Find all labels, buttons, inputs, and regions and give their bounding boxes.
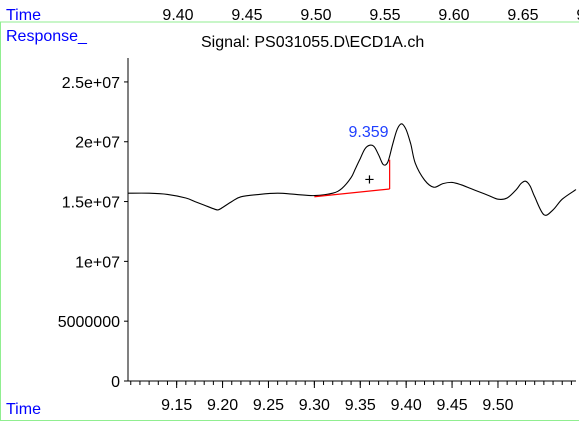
x-tick-label: 9.30 — [299, 397, 330, 414]
x-tick-label: 9.15 — [161, 397, 192, 414]
top-axis-tick-label: 9.50 — [300, 7, 331, 24]
integration-baseline — [314, 188, 390, 198]
top-axis-tick-label: 9.60 — [438, 7, 469, 24]
x-tick-label: 9.45 — [436, 397, 467, 414]
y-axis-ticks: 0 5000000 1e+07 1.5e+07 2e+07 2.5e+07 — [58, 75, 128, 391]
signal-trace — [127, 123, 577, 216]
y-tick-label: 1e+07 — [75, 254, 120, 271]
top-axis-tick-label: 9.40 — [162, 7, 193, 24]
x-axis-ticks: 9.15 9.20 9.25 9.30 9.35 9.40 9.45 9.50 — [130, 381, 572, 414]
peak-retention-label: 9.359 — [349, 124, 389, 141]
y-tick-label: 1.5e+07 — [62, 195, 120, 212]
y-tick-label: 2e+07 — [75, 135, 120, 152]
y-tick-label: 0 — [111, 374, 120, 391]
top-axis-tick-label: 9.55 — [369, 7, 400, 24]
x-tick-label: 9.25 — [253, 397, 284, 414]
plot-marks: +9.359 — [127, 123, 577, 216]
x-tick-label: 9.50 — [482, 397, 513, 414]
response-label: Response_ — [6, 28, 88, 45]
x-tick-label: 9.35 — [345, 397, 376, 414]
bottom-axis-label: Time — [6, 401, 41, 418]
x-tick-label: 9.40 — [391, 397, 422, 414]
top-axis-tick-label: 9.70 — [576, 7, 579, 24]
x-tick-label: 9.20 — [207, 397, 238, 414]
y-tick-label: 2.5e+07 — [62, 75, 120, 92]
top-axis-ticks: 9.40 9.45 9.50 9.55 9.60 9.65 9.70 — [162, 7, 579, 24]
top-axis-label: Time — [6, 7, 41, 24]
top-axis-tick-label: 9.45 — [231, 7, 262, 24]
y-tick-label: 5000000 — [58, 314, 120, 331]
peak-apex-marker: + — [364, 170, 374, 189]
plot-axes — [127, 58, 576, 382]
top-axis-tick-label: 9.65 — [507, 7, 538, 24]
signal-title: Signal: PS031055.D\ECD1A.ch — [201, 34, 424, 51]
